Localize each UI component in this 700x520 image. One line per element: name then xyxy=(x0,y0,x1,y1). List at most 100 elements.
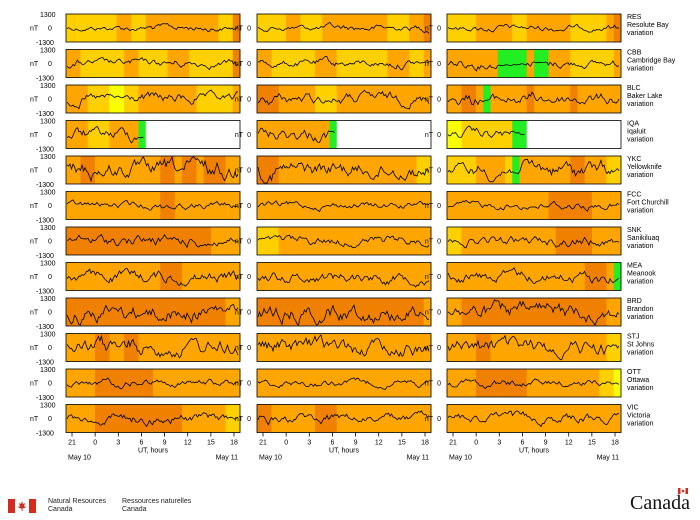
activity-block xyxy=(286,333,294,362)
activity-block xyxy=(577,49,586,78)
y-tick-label: 0 xyxy=(247,416,251,423)
activity-block xyxy=(555,14,564,42)
series-line xyxy=(257,21,430,34)
y-tick-label: 1300 xyxy=(40,225,56,232)
activity-block xyxy=(307,369,316,397)
y-tick-label: 1300 xyxy=(40,119,56,126)
activity-block xyxy=(461,49,470,78)
x-tick-label: 9 xyxy=(163,440,167,447)
activity-block xyxy=(454,85,462,113)
activity-block xyxy=(563,333,571,362)
series-line xyxy=(447,235,620,249)
activity-block xyxy=(257,298,265,326)
department-name-french: Ressources naturelles Canada xyxy=(122,498,191,514)
activity-block xyxy=(278,298,287,326)
activity-block xyxy=(145,262,154,291)
activity-block xyxy=(300,49,309,78)
activity-block xyxy=(109,156,118,184)
activity-block xyxy=(423,14,432,42)
activity-block xyxy=(351,156,359,184)
activity-block xyxy=(153,156,161,184)
activity-block xyxy=(505,404,513,433)
activity-block xyxy=(351,369,359,397)
panel-frame xyxy=(256,368,432,398)
activity-block xyxy=(483,85,491,113)
panel-frame xyxy=(65,368,241,398)
y-axis-label: nT xyxy=(30,416,39,423)
activity-block xyxy=(145,333,154,362)
activity-block xyxy=(454,333,462,362)
activity-block xyxy=(584,120,593,149)
activity-block xyxy=(387,227,396,255)
activity-block xyxy=(315,227,323,255)
activity-block xyxy=(394,49,403,78)
y-tick-label: 0 xyxy=(437,168,441,175)
activity-block xyxy=(300,369,309,397)
activity-block xyxy=(497,404,506,433)
activity-block xyxy=(461,120,470,149)
activity-block xyxy=(182,333,190,362)
station-variation-label: variation xyxy=(627,172,654,179)
activity-block xyxy=(476,49,484,78)
activity-block xyxy=(315,298,323,326)
activity-block xyxy=(329,227,338,255)
y-tick-label: 0 xyxy=(437,381,441,388)
activity-block xyxy=(416,120,425,149)
activity-block xyxy=(483,14,491,42)
activity-block xyxy=(322,262,330,291)
y-axis-label: nT xyxy=(235,203,244,210)
activity-block xyxy=(577,369,586,397)
activity-block xyxy=(124,333,132,362)
activity-block xyxy=(541,120,549,149)
activity-block xyxy=(613,120,622,149)
activity-block xyxy=(358,156,367,184)
activity-block xyxy=(232,369,241,397)
activity-block xyxy=(95,156,103,184)
x-tick-label: 18 xyxy=(230,440,238,447)
activity-block xyxy=(409,120,417,149)
activity-block xyxy=(519,298,528,326)
activity-block xyxy=(116,191,125,220)
activity-block xyxy=(519,333,528,362)
activity-block xyxy=(116,120,125,149)
series-line xyxy=(447,410,619,428)
station-variation-label: variation xyxy=(627,66,654,73)
activity-block xyxy=(351,262,359,291)
activity-block xyxy=(526,227,535,255)
activity-block xyxy=(131,298,139,326)
activity-block xyxy=(534,85,542,113)
activity-block xyxy=(336,120,345,149)
activity-block xyxy=(447,262,455,291)
activity-block xyxy=(286,156,294,184)
activity-block xyxy=(153,369,161,397)
activity-block xyxy=(519,49,528,78)
station-name-label: Brandon xyxy=(627,306,654,313)
activity-block xyxy=(416,404,425,433)
panel-frame xyxy=(256,262,432,291)
x-tick-label: 6 xyxy=(520,440,524,447)
activity-block xyxy=(145,120,154,149)
activity-block xyxy=(66,262,74,291)
activity-block xyxy=(497,369,506,397)
activity-block xyxy=(271,120,280,149)
activity-block xyxy=(505,120,513,149)
activity-block xyxy=(286,404,294,433)
activity-block xyxy=(468,14,477,42)
activity-block xyxy=(541,85,549,113)
activity-block xyxy=(584,156,593,184)
activity-block xyxy=(218,262,226,291)
activity-block xyxy=(380,49,388,78)
activity-block xyxy=(174,298,183,326)
activity-block xyxy=(203,227,212,255)
activity-block xyxy=(584,369,593,397)
y-tick-label: 0 xyxy=(437,274,441,281)
activity-block xyxy=(203,120,212,149)
activity-block xyxy=(416,49,425,78)
activity-block xyxy=(592,298,600,326)
activity-block xyxy=(402,120,410,149)
activity-block xyxy=(358,262,367,291)
activity-block xyxy=(329,262,338,291)
activity-block xyxy=(336,262,345,291)
activity-block xyxy=(409,156,417,184)
activity-block xyxy=(211,298,219,326)
